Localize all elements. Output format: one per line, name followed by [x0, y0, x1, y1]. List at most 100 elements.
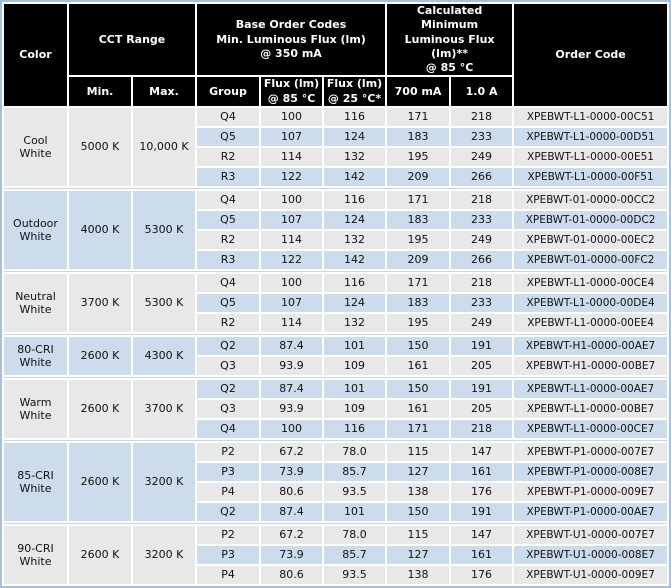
1a-cell: 218: [451, 191, 513, 210]
700ma-cell: 209: [387, 168, 450, 187]
flux-85c-cell: 93.9: [261, 357, 323, 376]
flux-25c-cell: 132: [324, 231, 386, 250]
flux-25c-cell: 101: [324, 503, 386, 522]
table-row: R2 114 132 195 249 XPEBWT-L1-0000-00E51: [4, 148, 668, 167]
flux-85c-cell: 73.9: [261, 463, 323, 482]
flux-85c-cell: 87.4: [261, 380, 323, 399]
header-row-sub: Min. Max. Group Flux (lm) @ 85 °C Flux (…: [4, 77, 667, 107]
code-cell: XPEBWT-L1-0000-00D51: [514, 128, 668, 147]
group-cell: Q2: [197, 503, 260, 522]
flux-25c-cell: 78.0: [324, 526, 386, 545]
flux-85c-cell: 87.4: [261, 503, 323, 522]
flux-25c-cell: 101: [324, 337, 386, 356]
table-row: Q5 107 124 183 233 XPEBWT-L1-0000-00DE4: [4, 294, 668, 313]
color-name-cell: Outdoor White: [4, 191, 67, 270]
1a-cell: 218: [451, 420, 513, 439]
group-cell: R3: [197, 168, 260, 187]
group-cell: Q2: [197, 380, 260, 399]
group-cell: Q4: [197, 108, 260, 127]
group-cell: R2: [197, 314, 260, 333]
section-divider-line: [4, 377, 668, 379]
table-row: Q5 107 124 183 233 XPEBWT-L1-0000-00D51: [4, 128, 668, 147]
flux-85c-cell: 67.2: [261, 443, 323, 462]
section-divider: [4, 377, 668, 379]
section-divider-line: [4, 440, 668, 442]
flux-85c-cell: 67.2: [261, 526, 323, 545]
code-cell: XPEBWT-L1-0000-00E51: [514, 148, 668, 167]
flux-85c-cell: 114: [261, 231, 323, 250]
700ma-cell: 138: [387, 483, 450, 502]
flux-85c-cell: 114: [261, 148, 323, 167]
code-cell: XPEBWT-H1-0000-00AE7: [514, 337, 668, 356]
code-cell: XPEBWT-U1-0000-007E7: [514, 526, 668, 545]
flux-25c-cell: 124: [324, 294, 386, 313]
cct-max-cell: 3700 K: [133, 380, 196, 439]
group-cell: P4: [197, 483, 260, 502]
1a-cell: 218: [451, 108, 513, 127]
table-row: Q2 87.4 101 150 191 XPEBWT-P1-0000-00AE7: [4, 503, 668, 522]
700ma-cell: 171: [387, 191, 450, 210]
cct-min-cell: 4000 K: [69, 191, 131, 270]
section-divider-line: [4, 271, 668, 273]
700ma-cell: 195: [387, 231, 450, 250]
code-cell: XPEBWT-L1-0000-00AE7: [514, 380, 668, 399]
flux-25c-cell: 116: [324, 274, 386, 293]
header-order-code: Order Code: [514, 4, 668, 107]
code-cell: XPEBWT-01-0000-00DC2: [514, 211, 668, 230]
table-row: P3 73.9 85.7 127 161 XPEBWT-P1-0000-008E7: [4, 463, 668, 482]
1a-cell: 249: [451, 231, 513, 250]
header-700ma: 700 mA: [387, 77, 450, 107]
table-row: Warm White 2600 K 3700 K Q2 87.4 101 150 191 XPE…: [4, 380, 668, 439]
table-row: Outdoor White 4000 K 5300 K Q4 100 116 171 218 X…: [4, 191, 668, 270]
color-name-cell: 90-CRI White: [4, 526, 67, 585]
700ma-cell: 161: [387, 400, 450, 419]
700ma-cell: 171: [387, 108, 450, 127]
code-cell: XPEBWT-U1-0000-009E7: [514, 566, 668, 585]
header-min: Min.: [69, 77, 131, 107]
group-cell: R2: [197, 148, 260, 167]
flux-85c-cell: 100: [261, 108, 323, 127]
table-row: R2 114 132 195 249 XPEBWT-L1-0000-00EE4: [4, 314, 668, 333]
cct-min-cell: 2600 K: [69, 380, 131, 439]
700ma-cell: 171: [387, 274, 450, 293]
code-cell: XPEBWT-P1-0000-009E7: [514, 483, 668, 502]
code-cell: XPEBWT-P1-0000-00AE7: [514, 503, 668, 522]
code-cell: XPEBWT-L1-0000-00DE4: [514, 294, 668, 313]
flux-25c-cell: 85.7: [324, 463, 386, 482]
flux-25c-cell: 124: [324, 211, 386, 230]
table-row: Q3 93.9 109 161 205 XPEBWT-H1-0000-00BE7: [4, 357, 668, 376]
flux-25c-cell: 78.0: [324, 443, 386, 462]
700ma-cell: 161: [387, 357, 450, 376]
1a-cell: 191: [451, 503, 513, 522]
header-row-groups: Color CCT Range Base Order Codes Min. Lu…: [4, 4, 668, 107]
group-cell: P4: [197, 566, 260, 585]
cct-max-cell: 5300 K: [133, 274, 196, 333]
group-cell: R2: [197, 231, 260, 250]
1a-cell: 161: [451, 463, 513, 482]
flux-25c-cell: 142: [324, 251, 386, 270]
1a-cell: 176: [451, 566, 513, 585]
group-cell: Q4: [197, 191, 260, 210]
700ma-cell: 183: [387, 128, 450, 147]
1a-cell: 147: [451, 526, 513, 545]
flux-25c-cell: 93.5: [324, 483, 386, 502]
group-cell: Q3: [197, 400, 260, 419]
table-row: Q5 107 124 183 233 XPEBWT-01-0000-00DC2: [4, 211, 668, 230]
group-cell: P2: [197, 443, 260, 462]
cct-max-cell: 4300 K: [133, 337, 196, 376]
flux-85c-cell: 87.4: [261, 337, 323, 356]
700ma-cell: 150: [387, 337, 450, 356]
flux-25c-cell: 109: [324, 400, 386, 419]
700ma-cell: 209: [387, 251, 450, 270]
1a-cell: 218: [451, 274, 513, 293]
code-cell: XPEBWT-P1-0000-008E7: [514, 463, 668, 482]
cct-min-cell: 2600 K: [69, 526, 131, 585]
header-max: Max.: [133, 77, 196, 107]
flux-25c-cell: 116: [324, 420, 386, 439]
header-1a: 1.0 A: [451, 77, 513, 107]
section-divider: [4, 523, 668, 525]
code-cell: XPEBWT-H1-0000-00BE7: [514, 357, 668, 376]
section-divider: [4, 271, 668, 273]
table-row: 80-CRI White 2600 K 4300 K Q2 87.4 101 150 191 X…: [4, 337, 668, 376]
table-row: Neutral White 3700 K 5300 K Q4 100 116 171 218 X…: [4, 274, 668, 333]
